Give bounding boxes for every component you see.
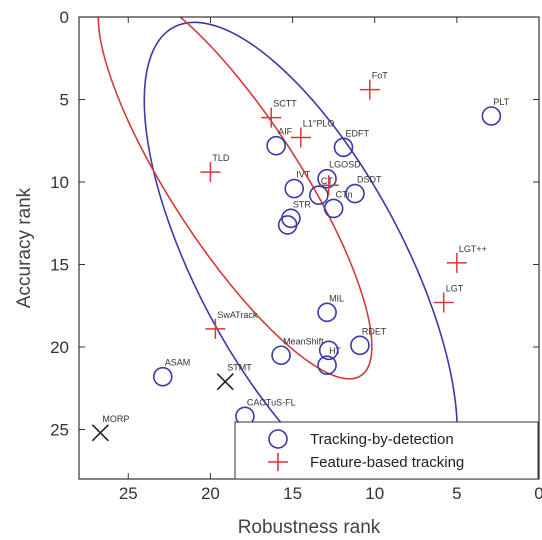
- legend-entry-feature-based-tracking: Feature-based tracking: [310, 454, 464, 471]
- point-circle-ctn: [323, 198, 344, 219]
- point-circle-lgosd: [317, 168, 337, 189]
- y-tick-label: 0: [60, 8, 69, 27]
- confidence-ellipse-1: [143, 21, 459, 479]
- confidence-ellipse-2: [97, 17, 373, 380]
- legend-circle-icon: [268, 429, 288, 449]
- point-label-l1-plo: L1°PLO: [303, 118, 335, 128]
- point-circle-unlabeled: [318, 340, 339, 361]
- point-plus-lgt: [433, 292, 454, 313]
- point-label-lgosd: LGOSD: [329, 160, 361, 170]
- point-label-ct: CT: [321, 176, 333, 186]
- x-tick-label: 0: [534, 484, 542, 503]
- y-axis-label: Accuracy rank: [14, 187, 35, 308]
- legend-entry-tracking-by-detection: Tracking-by-detection: [310, 431, 454, 448]
- legend: Tracking-by-detection Feature-based trac…: [234, 421, 539, 480]
- point-label-swatrack: SwATrack: [217, 310, 258, 320]
- point-plus-tld: [200, 162, 221, 183]
- point-circle-aif: [266, 135, 286, 156]
- x-tick-label: 25: [119, 484, 138, 503]
- point-label-edft: EDFT: [346, 128, 370, 138]
- point-label-stmt: STMT: [227, 363, 252, 373]
- point-plus-sctt: [261, 107, 282, 128]
- point-plus-unlabeled: [318, 175, 339, 196]
- y-tick-label: 15: [50, 256, 69, 275]
- x-tick-label: 15: [283, 484, 302, 503]
- point-circle-asam: [152, 366, 173, 387]
- point-circle-mil: [317, 302, 337, 323]
- point-label-sctt: SCTT: [273, 99, 297, 109]
- point-label-asam: ASAM: [165, 358, 191, 368]
- point-label-morp: MORP: [102, 414, 129, 424]
- x-tick-label: 20: [201, 484, 220, 503]
- point-label-dsdt: DSDT: [357, 175, 382, 185]
- point-circle-plt: [481, 106, 502, 126]
- point-plus-lgt: [446, 252, 467, 273]
- point-plus-swatrack: [205, 318, 226, 339]
- legend-box: [234, 421, 539, 480]
- point-label-lgt: LGT++: [459, 244, 487, 254]
- y-tick-label: 20: [50, 338, 69, 357]
- point-plus-fot: [359, 79, 380, 100]
- point-circle-ct: [309, 185, 329, 205]
- point-circle-dsdt: [345, 183, 365, 204]
- point-circle-unlabeled: [277, 215, 298, 235]
- y-tick-label: 10: [50, 173, 69, 192]
- point-label-mil: MIL: [329, 293, 344, 303]
- x-tick-label: 5: [452, 484, 461, 503]
- point-label-tld: TLD: [212, 153, 230, 163]
- point-label-plt: PLT: [493, 97, 509, 107]
- point-label-rdet: RDET: [362, 326, 387, 336]
- axes: 25 20 15 10 5 0 0 5 10 15 20 25: [50, 8, 542, 503]
- x-axis-label: Robustness rank: [238, 517, 381, 538]
- point-label-cactus-fl: CACTuS-FL: [247, 397, 296, 407]
- point-label-ivt: IVT: [296, 170, 311, 180]
- point-label-ht: HT: [329, 346, 341, 356]
- legend-plus-icon: [268, 453, 288, 471]
- y-tick-label: 5: [60, 91, 69, 110]
- point-circle-ivt: [284, 178, 305, 199]
- point-label-meanshift: MeanShift: [283, 336, 324, 346]
- point-circle-rdet: [350, 335, 370, 356]
- x-tick-label: 10: [365, 484, 384, 503]
- point-label-str: STR: [293, 199, 312, 209]
- point-circle-edft: [333, 137, 354, 158]
- point-label-lgt: LGT: [446, 283, 464, 293]
- point-label-aif: AIF: [278, 127, 293, 137]
- point-x-stmt: [216, 373, 234, 391]
- point-plus-l1-plo: [290, 127, 311, 148]
- ellipse-layer: [97, 17, 459, 479]
- point-x-morp: [91, 424, 109, 442]
- point-circle-ht: [317, 355, 337, 375]
- point-label-ctn: CTn: [336, 189, 353, 199]
- point-circle-meanshift: [271, 345, 291, 366]
- y-tick-label: 25: [50, 421, 69, 440]
- point-label-fot: FoT: [372, 71, 389, 81]
